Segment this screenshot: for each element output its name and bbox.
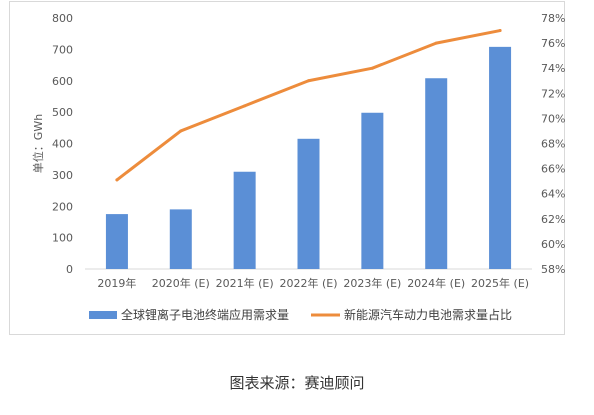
- y-left-tick-label: 200: [52, 200, 73, 213]
- x-tick-label: 2019年: [97, 276, 136, 290]
- y-right-tick-label: 76%: [541, 37, 565, 50]
- line-point: [307, 79, 310, 83]
- combo-chart: 0 100 200 300 400 500 600 700 800 58% 60% 62% 64% 66%…: [31, 12, 565, 322]
- legend-bar-label: 全球锂离子电池终端应用需求量: [121, 307, 289, 322]
- bar: [297, 138, 320, 269]
- y-axis-title: 单位：GWh: [31, 114, 45, 173]
- y-left-tick-label: 500: [52, 106, 73, 119]
- x-tick-label: 2022年 (E): [279, 276, 337, 290]
- x-tick-label: 2020年 (E): [152, 276, 210, 290]
- chart-source-caption: 图表来源：赛迪顾问: [229, 374, 365, 392]
- y-right-tick-label: 64%: [541, 188, 565, 201]
- y-right-tick-label: 60%: [541, 238, 565, 251]
- line-point: [243, 104, 247, 108]
- y-left-tick-label: 800: [52, 12, 73, 25]
- y-right-tick-label: 72%: [541, 87, 565, 100]
- line-point: [179, 129, 183, 133]
- y-right-tick-label: 66%: [541, 163, 565, 176]
- x-tick-label: 2021年 (E): [216, 276, 274, 290]
- y-left-tick-label: 400: [52, 138, 73, 151]
- bar: [425, 78, 448, 270]
- legend-line-label: 新能源汽车动力电池需求量占比: [344, 307, 512, 322]
- y-left-tick-label: 100: [52, 232, 73, 245]
- y-right-tick-label: 70%: [541, 112, 565, 125]
- y-right-tick-label: 74%: [541, 62, 565, 75]
- x-tick-label: 2023年 (E): [343, 276, 401, 290]
- chart-frame: 0 100 200 300 400 500 600 700 800 58% 60% 62% 64% 66%…: [9, 1, 565, 335]
- y-right-tick-label: 78%: [541, 12, 565, 25]
- line-point: [115, 178, 119, 182]
- x-tick-label: 2025年 (E): [471, 276, 529, 290]
- y-right-tick-label: 68%: [541, 138, 565, 151]
- y-left-tick-label: 300: [52, 169, 73, 182]
- bar: [489, 46, 512, 269]
- y-right-tick-label: 62%: [541, 213, 565, 226]
- bar: [169, 209, 192, 269]
- bar: [361, 112, 384, 269]
- y-left-tick-label: 600: [52, 75, 73, 88]
- y-left-tick-label: 0: [66, 263, 73, 276]
- line-point: [370, 66, 374, 70]
- legend-bar-swatch: [89, 311, 117, 319]
- y-right-tick-label: 58%: [541, 263, 565, 276]
- bar: [233, 171, 256, 269]
- line-point: [434, 41, 438, 45]
- x-tick-label: 2024年 (E): [407, 276, 465, 290]
- line-point: [498, 29, 502, 33]
- bar: [105, 214, 128, 269]
- y-left-tick-label: 700: [52, 43, 73, 56]
